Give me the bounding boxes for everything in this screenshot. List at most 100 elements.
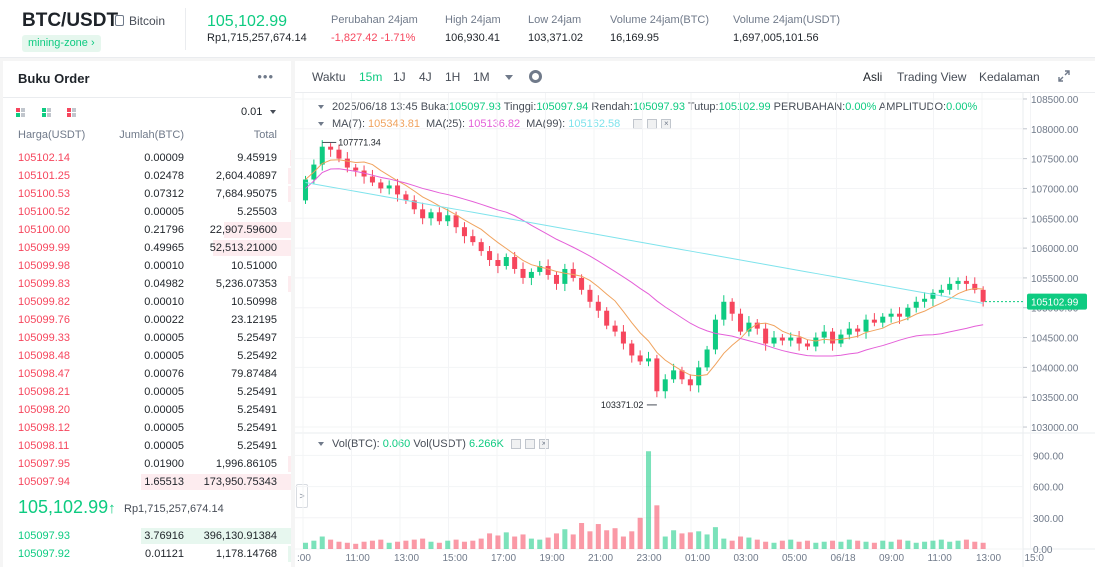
expand-icon[interactable] bbox=[1058, 70, 1070, 82]
ohlc-info: 2025/06/18 13:45 Buka:105097.93 Tinggi:1… bbox=[318, 101, 977, 113]
ask-row[interactable]: 105098.47 0.00076 79.87484 bbox=[3, 365, 291, 383]
time-tick-label: 01:00 bbox=[685, 553, 710, 564]
candle-body bbox=[947, 283, 953, 290]
volume-bar bbox=[646, 451, 652, 549]
volume-bar bbox=[436, 542, 442, 549]
close-icon[interactable]: × bbox=[538, 439, 549, 450]
ask-row[interactable]: 105099.33 0.00005 5.25497 bbox=[3, 329, 291, 347]
ask-row[interactable]: 105100.53 0.07312 7,684.95075 bbox=[3, 185, 291, 203]
depth-bar bbox=[141, 528, 291, 544]
ask-row[interactable]: 105100.00 0.21796 22,907.59600 bbox=[3, 221, 291, 239]
current-price-label: 105102.99 bbox=[1031, 298, 1079, 309]
candle-body bbox=[595, 301, 601, 311]
candle-body bbox=[570, 268, 576, 278]
row-total: 5.25491 bbox=[237, 440, 277, 452]
candle-body bbox=[303, 179, 309, 201]
row-amount: 0.00005 bbox=[144, 422, 184, 434]
bids-view-icon[interactable] bbox=[42, 108, 53, 118]
pair-title[interactable]: BTC/USDT bbox=[22, 10, 119, 31]
candle-body bbox=[804, 343, 810, 347]
bid-row[interactable]: 105097.93 3.76916 396,130.91384 bbox=[3, 527, 291, 545]
asks-view-icon[interactable] bbox=[67, 108, 78, 118]
row-total: 396,130.91384 bbox=[203, 530, 277, 542]
mining-zone-tag[interactable]: mining-zone › bbox=[22, 35, 101, 52]
candle-body bbox=[646, 358, 652, 362]
ask-row[interactable]: 105098.20 0.00005 5.25491 bbox=[3, 401, 291, 419]
ma7-line bbox=[305, 159, 984, 377]
coin-name[interactable]: Bitcoin bbox=[129, 14, 166, 28]
ask-row[interactable]: 105101.25 0.02478 2,604.40897 bbox=[3, 167, 291, 185]
candle-body bbox=[821, 331, 827, 338]
collapse-icon[interactable] bbox=[318, 442, 324, 447]
mid-price-value: 105,102.99 bbox=[18, 497, 109, 517]
divider bbox=[295, 92, 1095, 93]
volume-bar bbox=[562, 529, 568, 549]
price-tick-label: 108000.00 bbox=[1031, 125, 1079, 136]
chevron-down-icon[interactable] bbox=[270, 110, 276, 114]
interval-1h[interactable]: 1H bbox=[445, 70, 461, 84]
volume-bar bbox=[303, 542, 309, 549]
depth-bar bbox=[288, 546, 291, 562]
interval-4j[interactable]: 4J bbox=[419, 70, 432, 84]
interval-waktu[interactable]: Waktu bbox=[312, 70, 346, 84]
row-price: 105097.95 bbox=[18, 458, 70, 470]
ask-row[interactable]: 105100.52 0.00005 5.25503 bbox=[3, 203, 291, 221]
row-price: 105097.93 bbox=[18, 530, 70, 542]
view-trading-view[interactable]: Trading View bbox=[897, 70, 967, 84]
candle-body bbox=[813, 337, 819, 347]
coin-info-icon[interactable] bbox=[115, 15, 124, 26]
gear-icon[interactable] bbox=[529, 70, 542, 83]
ask-row[interactable]: 105099.99 0.49965 52,513.21000 bbox=[3, 239, 291, 257]
eye-icon[interactable] bbox=[633, 119, 644, 130]
col-price: Harga(USDT) bbox=[18, 129, 86, 141]
ask-row[interactable]: 105098.12 0.00005 5.25491 bbox=[3, 419, 291, 437]
more-options-icon[interactable]: ••• bbox=[257, 69, 274, 84]
eye-icon[interactable] bbox=[510, 439, 521, 450]
chevron-right-icon[interactable]: > bbox=[296, 484, 308, 508]
mid-price[interactable]: 105,102.99↑ bbox=[18, 497, 116, 518]
close-icon[interactable]: × bbox=[661, 119, 672, 130]
ask-row[interactable]: 105099.76 0.00022 23.12195 bbox=[3, 311, 291, 329]
settings-icon[interactable] bbox=[524, 439, 535, 450]
collapse-icon[interactable] bbox=[318, 122, 324, 127]
ask-row[interactable]: 105098.11 0.00005 5.25491 bbox=[3, 437, 291, 455]
view-asli[interactable]: Asli bbox=[863, 70, 883, 84]
chevron-down-icon[interactable] bbox=[505, 75, 513, 80]
ask-row[interactable]: 105099.83 0.04982 5,236.07353 bbox=[3, 275, 291, 293]
volume-bar bbox=[344, 542, 350, 549]
current-price-tag bbox=[1027, 293, 1087, 310]
volume-bar bbox=[587, 531, 593, 549]
vol-tick-label: 0.00 bbox=[1033, 545, 1053, 556]
candle-body bbox=[629, 343, 635, 356]
time-tick-label: 19:00 bbox=[540, 553, 565, 564]
volume-bar bbox=[913, 542, 919, 549]
row-price: 105098.12 bbox=[18, 422, 70, 434]
ask-row[interactable]: 105098.21 0.00005 5.25491 bbox=[3, 383, 291, 401]
ohlc-close: 105102.99 bbox=[718, 101, 771, 113]
collapse-icon[interactable] bbox=[318, 105, 324, 110]
volume-bar bbox=[604, 530, 610, 549]
bid-row[interactable]: 105097.92 0.01121 1,178.14768 bbox=[3, 545, 291, 563]
depth-bar bbox=[288, 276, 291, 292]
precision-select[interactable]: 0.01 bbox=[241, 106, 263, 118]
ask-row[interactable]: 105102.14 0.00009 9.45919 bbox=[3, 149, 291, 167]
stat-value: -1,827.42 -1.71% bbox=[331, 32, 416, 44]
volume-bar bbox=[336, 541, 342, 549]
last-price: 105,102.99 bbox=[207, 13, 288, 30]
interval-1j[interactable]: 1J bbox=[393, 70, 406, 84]
vol-tick-label: 300.00 bbox=[1033, 514, 1064, 525]
row-price: 105098.48 bbox=[18, 350, 70, 362]
ask-row[interactable]: 105097.94 1.65513 173,950.75343 bbox=[3, 473, 291, 491]
view-kedalaman[interactable]: Kedalaman bbox=[979, 70, 1040, 84]
candle-body bbox=[520, 268, 526, 278]
interval-15m[interactable]: 15m bbox=[359, 70, 383, 84]
interval-1m[interactable]: 1M bbox=[473, 70, 490, 84]
ask-row[interactable]: 105099.82 0.00010 10.50998 bbox=[3, 293, 291, 311]
candlestick-chart[interactable]: 108500.00 108000.00 107500.00 107000.00 1065… bbox=[295, 61, 1095, 567]
settings-icon[interactable] bbox=[647, 119, 658, 130]
ask-row[interactable]: 105099.98 0.00010 10.51000 bbox=[3, 257, 291, 275]
ask-row[interactable]: 105098.48 0.00005 5.25492 bbox=[3, 347, 291, 365]
candle-body bbox=[830, 331, 836, 344]
both-sides-view-icon[interactable] bbox=[16, 108, 27, 118]
ask-row[interactable]: 105097.95 0.01900 1,996.86105 bbox=[3, 455, 291, 473]
